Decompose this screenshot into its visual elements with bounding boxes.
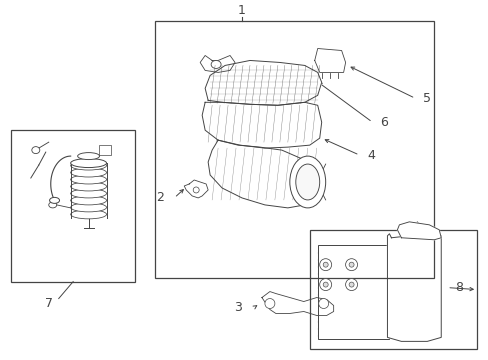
Polygon shape [205,60,321,105]
Circle shape [323,282,327,287]
Text: 6: 6 [380,116,387,129]
Ellipse shape [211,60,221,68]
Circle shape [193,187,199,193]
Ellipse shape [71,182,106,191]
Polygon shape [397,222,440,240]
Text: 1: 1 [238,4,245,17]
Ellipse shape [32,147,40,154]
Circle shape [319,259,331,271]
Polygon shape [314,49,345,72]
Ellipse shape [71,189,106,198]
Ellipse shape [78,153,100,159]
Bar [309,230,476,349]
Polygon shape [208,140,317,208]
Polygon shape [386,234,440,341]
Polygon shape [184,180,208,198]
Circle shape [318,298,328,309]
Text: 8: 8 [454,281,462,294]
Polygon shape [262,292,333,315]
Circle shape [264,298,274,309]
Ellipse shape [71,203,106,212]
Ellipse shape [49,202,57,208]
Circle shape [323,262,327,267]
Ellipse shape [71,175,106,184]
Polygon shape [200,55,235,72]
Circle shape [348,262,353,267]
Circle shape [319,279,331,291]
Ellipse shape [71,161,106,170]
Polygon shape [202,102,321,148]
Circle shape [345,279,357,291]
Circle shape [345,259,357,271]
Text: 5: 5 [423,92,430,105]
Text: 7: 7 [45,297,53,310]
Bar [99,145,110,155]
Ellipse shape [289,156,325,208]
Text: 4: 4 [367,149,375,162]
Ellipse shape [295,164,319,200]
Ellipse shape [49,197,60,203]
Ellipse shape [71,210,106,219]
Circle shape [348,282,353,287]
Bar [11,130,135,282]
Text: 3: 3 [234,301,242,314]
Text: 2: 2 [156,192,164,204]
Ellipse shape [71,196,106,205]
Bar [317,245,388,339]
Ellipse shape [71,159,106,167]
Bar [155,21,433,278]
Ellipse shape [71,168,106,177]
